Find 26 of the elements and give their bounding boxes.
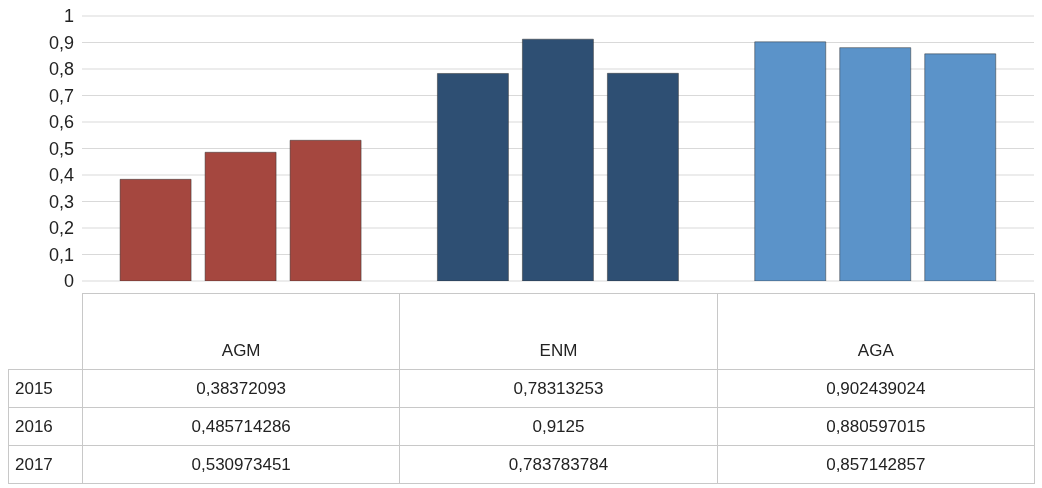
y-tick-label: 0,9 — [48, 32, 74, 53]
y-tick-label: 0,3 — [48, 191, 74, 212]
y-tick-label: 1 — [63, 6, 74, 27]
text: 2015 — [8, 369, 83, 408]
x-tick-label: AGM — [82, 293, 400, 370]
data-label: 0,783783784 — [399, 445, 718, 484]
data-label: 0,880597015 — [717, 407, 1035, 446]
data-label: 0,857142857 — [717, 445, 1035, 484]
y-tick-label: 0,2 — [48, 218, 74, 239]
x-tick-label: ENM — [399, 293, 718, 370]
y-tick-label: 0,7 — [48, 85, 74, 106]
data-label: 0,530973451 — [82, 445, 400, 484]
data-label: 0,38372093 — [82, 369, 400, 408]
data-label: 0,78313253 — [399, 369, 718, 408]
y-tick-label: 0 — [63, 271, 74, 292]
data-label: 0,9125 — [399, 407, 718, 446]
y-tick-label: 0,4 — [48, 165, 74, 186]
text: 2017 — [8, 445, 83, 484]
y-tick-label: 0,1 — [48, 244, 74, 265]
data-label: 0,902439024 — [717, 369, 1035, 408]
data-label: 0,485714286 — [82, 407, 400, 446]
y-tick-label: 0,5 — [48, 138, 74, 159]
text: 2016 — [8, 407, 83, 446]
y-tick-label: 0,8 — [48, 59, 74, 80]
x-tick-label: AGA — [717, 293, 1035, 370]
y-tick-label: 0,6 — [48, 112, 74, 133]
